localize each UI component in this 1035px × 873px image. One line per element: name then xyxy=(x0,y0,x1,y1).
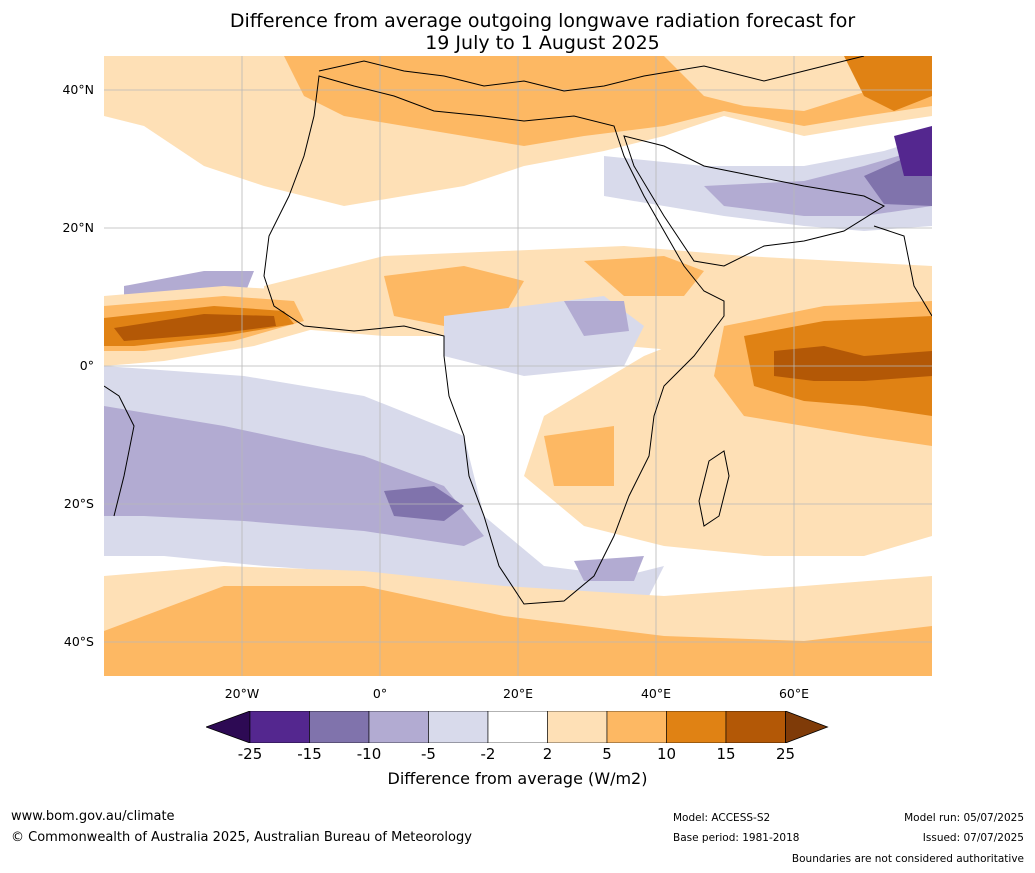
colorbar-swatch xyxy=(547,711,608,743)
madagascar-coast xyxy=(698,450,730,527)
title-line-1: Difference from average outgoing longwav… xyxy=(229,10,856,32)
colorbar-tick-label: -15 xyxy=(297,745,322,763)
lon-label-20e: 20°E xyxy=(502,686,534,701)
colorbar-tick-label: -10 xyxy=(356,745,382,763)
colorbar-swatch xyxy=(428,711,489,743)
lat-label-20n: 20°N xyxy=(62,220,94,235)
footer-copyright: © Commonwealth of Australia 2025, Austra… xyxy=(11,830,472,845)
colorbar-tick-label: -25 xyxy=(237,745,263,763)
colorbar-tick-label: 25 xyxy=(775,745,796,763)
coastlines xyxy=(104,56,932,605)
ethiopia-orange xyxy=(584,256,704,296)
lon-label-20w: 20°W xyxy=(224,686,260,701)
colorbar-tick-label: 10 xyxy=(656,745,677,763)
colorbar-title: Difference from average (W/m2) xyxy=(387,769,648,788)
colorbar-swatch xyxy=(249,711,310,743)
colorbar-swatch xyxy=(606,711,667,743)
arabia-purple xyxy=(704,146,932,216)
north-dark-orange-east xyxy=(844,56,932,111)
africa-coast xyxy=(263,75,725,605)
graticule xyxy=(104,56,932,676)
lat-label-40s: 40°S xyxy=(63,634,94,649)
colorbar-tick-label: -5 xyxy=(421,745,436,763)
north-orange xyxy=(284,56,932,146)
colorbar-tick-label: 15 xyxy=(716,745,736,763)
colorbar-swatch xyxy=(309,711,370,743)
colorbar-swatch xyxy=(725,711,786,743)
lon-label-40e: 40°E xyxy=(640,686,672,701)
colorbar-swatch xyxy=(666,711,727,743)
colorbar-arrow-low xyxy=(206,711,251,743)
colorbar-tick-label: -2 xyxy=(480,745,496,763)
footer-boundaries-note: Boundaries are not considered authoritat… xyxy=(791,853,1024,865)
arabia-coast xyxy=(623,135,886,267)
lon-label-60e: 60°E xyxy=(778,686,810,701)
olr-anomaly-map xyxy=(104,56,932,676)
colorbar-tick-label: 5 xyxy=(602,745,612,763)
india-coast xyxy=(873,225,932,317)
map-title: Difference from average outgoing longwav… xyxy=(0,10,1035,54)
zambia-orange xyxy=(544,426,614,486)
colorbar-swatch xyxy=(368,711,429,743)
colorbar xyxy=(206,711,829,743)
footer-issued: Issued: 07/07/2025 xyxy=(922,832,1024,844)
europe-coast xyxy=(318,56,865,92)
south-america-coast xyxy=(104,385,135,517)
title-line-2: 19 July to 1 August 2025 xyxy=(425,32,660,54)
south-purple xyxy=(104,406,484,546)
colorbar-tick-label: 2 xyxy=(542,745,553,763)
colorbar-arrow-high xyxy=(785,711,829,743)
congo-purple xyxy=(564,301,629,336)
south-dark-purple xyxy=(384,486,464,521)
lat-label-0: 0° xyxy=(79,358,94,373)
lat-label-20s: 20°S xyxy=(63,496,94,511)
lat-label-40n: 40°N xyxy=(62,82,94,97)
lon-label-0: 0° xyxy=(372,686,388,701)
footer-base-period: Base period: 1981-2018 xyxy=(673,832,800,844)
footer-website: www.bom.gov.au/climate xyxy=(11,809,175,824)
iran-deep-purple xyxy=(894,126,932,176)
footer-model-run: Model run: 05/07/2025 xyxy=(904,812,1024,824)
colorbar-swatch xyxy=(487,711,548,743)
footer-model: Model: ACCESS-S2 xyxy=(673,812,771,824)
itcz-brown xyxy=(114,314,276,341)
sw-indian-purple xyxy=(574,556,644,581)
indian-brown xyxy=(774,346,932,381)
map-area xyxy=(104,56,932,676)
